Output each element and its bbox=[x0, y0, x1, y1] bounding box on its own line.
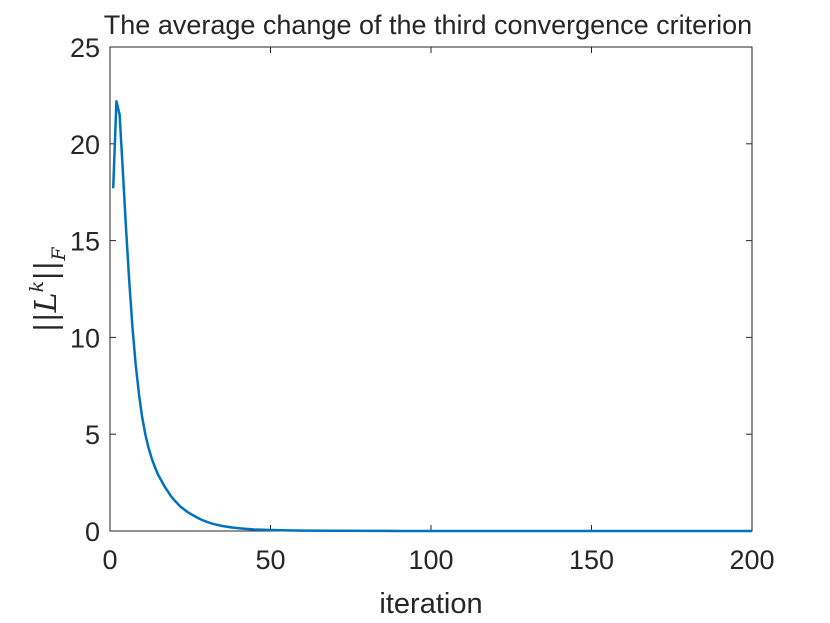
x-tick-label-0: 0 bbox=[102, 545, 117, 575]
series-line bbox=[111, 99, 753, 533]
y-tick-label-4: 20 bbox=[70, 130, 100, 160]
x-tick-label-4: 200 bbox=[729, 545, 774, 575]
x-axis-label: iteration bbox=[379, 588, 482, 620]
x-tick-label-1: 50 bbox=[255, 545, 285, 575]
y-label-base: L bbox=[29, 292, 64, 313]
y-axis-label: ||Lk||F bbox=[26, 247, 70, 333]
chart-title: The average change of the third converge… bbox=[104, 10, 752, 40]
x-tick-label-2: 100 bbox=[408, 545, 453, 575]
y-tick-label-3: 15 bbox=[70, 227, 100, 257]
svg-text:||Lk||F: ||Lk||F bbox=[26, 247, 70, 333]
y-tick-label-1: 5 bbox=[85, 420, 100, 450]
y-label-norm-open: || bbox=[29, 312, 64, 332]
x-tick-label-3: 150 bbox=[569, 545, 614, 575]
axis-ticks bbox=[109, 46, 753, 532]
plot-area-frame bbox=[109, 46, 753, 532]
y-label-superscript: k bbox=[26, 281, 48, 293]
axis-tick-labels: 0 50 100 150 200 0 5 10 15 20 25 bbox=[70, 33, 775, 575]
y-tick-label-2: 10 bbox=[70, 323, 100, 353]
y-tick-label-0: 0 bbox=[85, 517, 100, 547]
y-label-norm-close: || bbox=[29, 261, 64, 281]
y-tick-label-5: 25 bbox=[70, 33, 100, 63]
y-label-subscript: F bbox=[48, 247, 70, 262]
